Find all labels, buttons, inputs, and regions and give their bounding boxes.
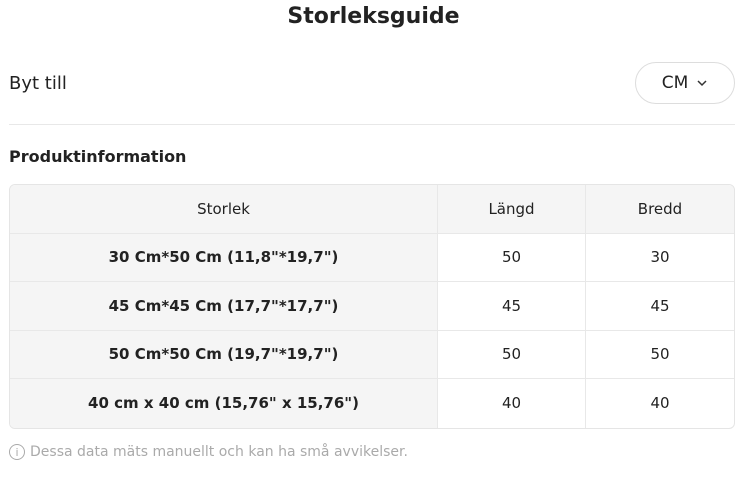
- length-cell: 50: [438, 233, 586, 282]
- unit-value: CM: [661, 73, 689, 93]
- unit-select-button[interactable]: CM: [635, 62, 735, 104]
- length-cell: 50: [438, 330, 586, 379]
- width-cell: 45: [586, 282, 734, 331]
- size-cell: 40 cm x 40 cm (15,76" x 15,76"): [10, 379, 438, 428]
- note-text: Dessa data mäts manuellt och kan ha små …: [30, 444, 408, 460]
- length-cell: 45: [438, 282, 586, 331]
- size-cell: 30 Cm*50 Cm (11,8"*19,7"): [10, 233, 438, 282]
- header-length: Längd: [438, 185, 586, 234]
- table-row: 45 Cm*45 Cm (17,7"*17,7") 45 45: [10, 282, 734, 331]
- page-title: Storleksguide: [287, 4, 460, 29]
- size-table: Storlek Längd Bredd 30 Cm*50 Cm (11,8"*1…: [9, 184, 735, 429]
- header-width: Bredd: [586, 185, 734, 234]
- width-cell: 50: [586, 331, 734, 379]
- table-row: 50 Cm*50 Cm (19,7"*19,7") 50 50: [10, 330, 734, 379]
- table-row: 30 Cm*50 Cm (11,8"*19,7") 50 30: [10, 233, 734, 282]
- info-icon: i: [9, 444, 25, 460]
- width-cell: 30: [586, 234, 734, 282]
- divider: [9, 124, 735, 125]
- length-cell: 40: [438, 379, 586, 428]
- width-cell: 40: [650, 394, 670, 413]
- table-header-row: Storlek Längd Bredd: [10, 185, 734, 234]
- header-size: Storlek: [10, 185, 438, 234]
- size-cell: 50 Cm*50 Cm (19,7"*19,7"): [10, 330, 438, 379]
- size-cell: 45 Cm*45 Cm (17,7"*17,7"): [10, 282, 438, 331]
- switch-unit-label: Byt till: [9, 73, 67, 94]
- section-title: Produktinformation: [9, 147, 187, 166]
- chevron-down-icon: [697, 80, 707, 87]
- table-row: 40 cm x 40 cm (15,76" x 15,76") 40 40: [10, 379, 734, 428]
- disclaimer-note: i Dessa data mäts manuellt och kan ha sm…: [9, 444, 408, 460]
